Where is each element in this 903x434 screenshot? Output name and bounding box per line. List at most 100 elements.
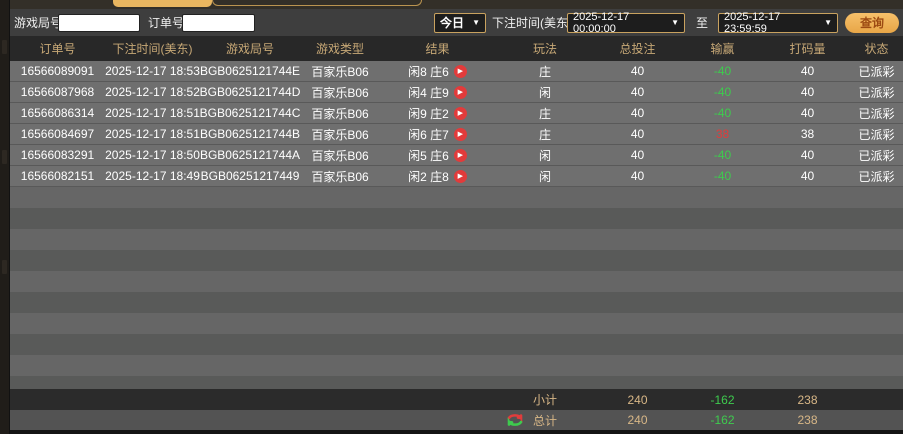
round-no-cell: BGB0625121744B bbox=[199, 127, 301, 141]
round-no-cell: BGB06251217449 bbox=[200, 169, 300, 183]
game-type-cell: 百家乐B06 bbox=[311, 64, 369, 79]
result-text: 闲6 庄7 bbox=[408, 127, 449, 142]
period-selected-value: 今日 bbox=[440, 16, 465, 30]
background-artifact bbox=[2, 40, 7, 54]
total-win-loss: -162 bbox=[710, 413, 735, 427]
status-cell: 已派彩 bbox=[858, 127, 895, 142]
table-row[interactable]: 16566089091 2025-12-17 18:53 BGB06251217… bbox=[10, 61, 903, 82]
total-turnover: 238 bbox=[797, 413, 818, 427]
winloss-cell: -40 bbox=[713, 148, 732, 162]
turnover-cell: 40 bbox=[800, 106, 815, 120]
bet-time-label: 下注时间(美东) bbox=[492, 16, 572, 30]
bet-time-cell: 2025-12-17 18:53 bbox=[105, 64, 200, 78]
bet-time-cell: 2025-12-17 18:50 bbox=[105, 148, 200, 162]
game-round-input[interactable] bbox=[58, 13, 140, 32]
play-icon[interactable]: ▶ bbox=[453, 148, 467, 162]
total-bet-cell: 40 bbox=[630, 127, 645, 141]
total-bet-cell: 40 bbox=[630, 148, 645, 162]
total-total-bet: 240 bbox=[627, 413, 648, 427]
subtotal-win-loss: -162 bbox=[710, 392, 735, 407]
col-header-play: 玩法 bbox=[532, 42, 557, 56]
order-no-cell: 16566084697 bbox=[20, 127, 95, 141]
total-row: 总计 240 -162 238 bbox=[10, 410, 903, 430]
game-type-cell: 百家乐B06 bbox=[311, 169, 369, 184]
col-header-total-bet: 总投注 bbox=[619, 42, 656, 56]
col-header-round-no: 游戏局号 bbox=[225, 42, 274, 56]
game-type-cell: 百家乐B06 bbox=[311, 106, 369, 121]
total-bet-cell: 40 bbox=[630, 85, 645, 99]
game-type-cell: 百家乐B06 bbox=[311, 85, 369, 100]
table-row[interactable]: 16566082151 2025-12-17 18:49 BGB06251217… bbox=[10, 166, 903, 187]
status-cell: 已派彩 bbox=[858, 85, 895, 100]
start-time-select[interactable]: 2025-12-17 00:00:00 ▼ bbox=[567, 10, 685, 35]
result-text: 闲8 庄6 bbox=[408, 64, 449, 79]
subtotal-turnover: 238 bbox=[797, 392, 818, 407]
result-cell: 闲8 庄6 ▶ bbox=[380, 61, 495, 81]
active-tab-edge[interactable] bbox=[113, 0, 212, 7]
col-header-status: 状态 bbox=[864, 42, 889, 56]
empty-rows-area bbox=[10, 187, 903, 389]
col-header-order-no: 订单号 bbox=[39, 42, 76, 56]
play-icon[interactable]: ▶ bbox=[453, 64, 467, 78]
col-header-result: 结果 bbox=[425, 42, 450, 56]
round-no-cell: BGB0625121744C bbox=[199, 106, 301, 120]
turnover-cell: 40 bbox=[800, 169, 815, 183]
bet-time-cell: 2025-12-17 18:51 bbox=[105, 127, 200, 141]
turnover-cell: 40 bbox=[800, 148, 815, 162]
play-cell: 庄 bbox=[538, 106, 551, 121]
chevron-down-icon: ▼ bbox=[472, 18, 480, 27]
bet-time-cell: 2025-12-17 18:51 bbox=[105, 106, 200, 120]
game-type-cell: 百家乐B06 bbox=[311, 127, 369, 142]
play-icon[interactable]: ▶ bbox=[453, 85, 467, 99]
bottom-edge bbox=[10, 430, 903, 434]
winloss-cell: -40 bbox=[713, 169, 732, 183]
table-row[interactable]: 16566087968 2025-12-17 18:52 BGB06251217… bbox=[10, 82, 903, 103]
play-icon[interactable]: ▶ bbox=[453, 106, 467, 120]
chevron-down-icon: ▼ bbox=[671, 18, 679, 27]
status-cell: 已派彩 bbox=[858, 64, 895, 79]
order-no-cell: 16566082151 bbox=[20, 169, 95, 183]
order-no-input[interactable] bbox=[182, 13, 255, 32]
table-row[interactable]: 16566083291 2025-12-17 18:50 BGB06251217… bbox=[10, 145, 903, 166]
subtotal-total-bet: 240 bbox=[627, 392, 648, 407]
winloss-cell: -40 bbox=[713, 85, 732, 99]
turnover-cell: 38 bbox=[800, 127, 815, 141]
bet-time-cell: 2025-12-17 18:49 bbox=[105, 169, 200, 183]
order-no-cell: 16566087968 bbox=[20, 85, 95, 99]
result-cell: 闲6 庄7 ▶ bbox=[380, 124, 495, 144]
turnover-cell: 40 bbox=[800, 64, 815, 78]
bet-time-cell: 2025-12-17 18:52 bbox=[105, 85, 200, 99]
play-cell: 闲 bbox=[538, 148, 551, 163]
table-row[interactable]: 16566084697 2025-12-17 18:51 BGB06251217… bbox=[10, 124, 903, 145]
order-no-cell: 16566086314 bbox=[20, 106, 95, 120]
play-icon[interactable]: ▶ bbox=[453, 127, 467, 141]
col-header-game-type: 游戏类型 bbox=[315, 42, 364, 56]
play-cell: 庄 bbox=[538, 64, 551, 79]
col-header-turnover: 打码量 bbox=[789, 42, 826, 56]
table-body: 16566089091 2025-12-17 18:53 BGB06251217… bbox=[10, 61, 903, 187]
subtotal-row: 小计 240 -162 238 bbox=[10, 389, 903, 410]
turnover-cell: 40 bbox=[800, 85, 815, 99]
start-time-value: 2025-12-17 00:00:00 bbox=[573, 10, 630, 35]
status-cell: 已派彩 bbox=[858, 106, 895, 121]
subtotal-label: 小计 bbox=[532, 393, 557, 407]
end-time-select[interactable]: 2025-12-17 23:59:59 ▼ bbox=[718, 11, 838, 35]
swap-arrows-icon[interactable] bbox=[507, 413, 523, 427]
period-select[interactable]: 今日 ▼ bbox=[434, 12, 486, 33]
round-no-cell: BGB0625121744D bbox=[199, 85, 301, 99]
game-round-label: 游戏局号 bbox=[14, 16, 63, 30]
table-row[interactable]: 16566086314 2025-12-17 18:51 BGB06251217… bbox=[10, 103, 903, 124]
play-cell: 闲 bbox=[538, 169, 551, 184]
game-type-cell: 百家乐B06 bbox=[311, 148, 369, 163]
background-artifact bbox=[2, 150, 7, 164]
result-text: 闲9 庄2 bbox=[408, 106, 449, 121]
result-text: 闲4 庄9 bbox=[408, 85, 449, 100]
result-text: 闲5 庄6 bbox=[408, 148, 449, 163]
bet-records-panel: 游戏局号 订单号 今日 ▼ 下注时间(美东) 2025-12-17 00:00:… bbox=[10, 0, 903, 434]
query-button[interactable]: 查询 bbox=[845, 12, 899, 33]
result-text: 闲2 庄8 bbox=[408, 169, 449, 184]
result-cell: 闲5 庄6 ▶ bbox=[380, 145, 495, 165]
play-icon[interactable]: ▶ bbox=[453, 169, 467, 183]
winloss-cell: -40 bbox=[713, 106, 732, 120]
col-header-win-loss: 输赢 bbox=[710, 42, 735, 56]
